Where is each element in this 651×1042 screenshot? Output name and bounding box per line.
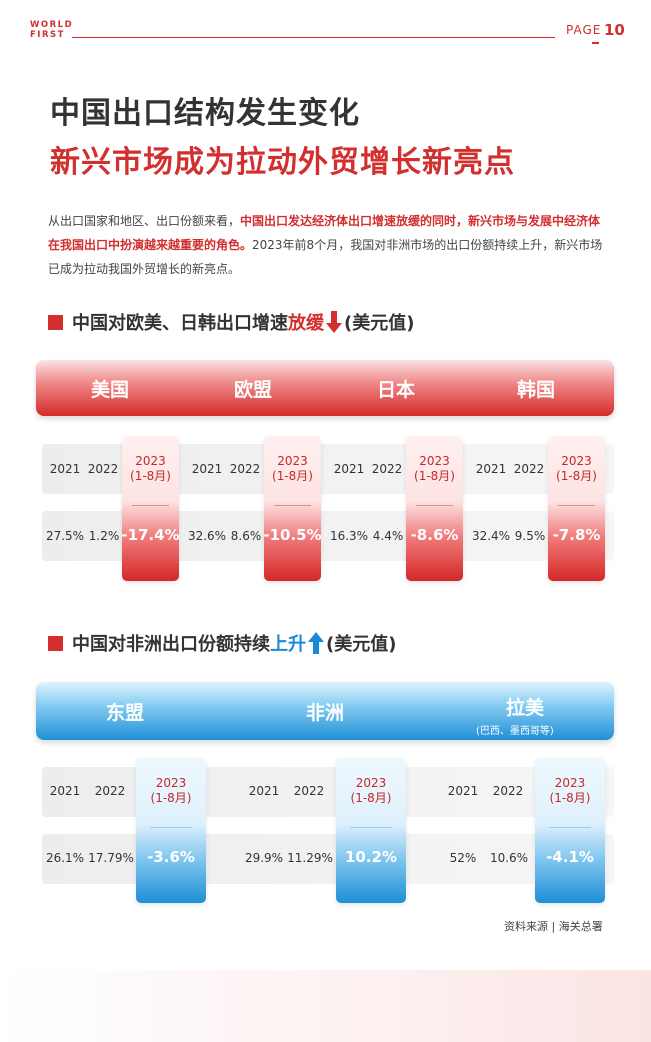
- square-bullet-icon: [48, 314, 63, 330]
- up-arrow-icon: [308, 632, 324, 654]
- year-label: 2022: [229, 462, 261, 476]
- value-cell: 29.9%: [244, 851, 284, 865]
- section-heading-text: 中国对欧美、日韩出口增速: [72, 313, 288, 334]
- region-label-usa: 美国: [91, 379, 130, 401]
- divider: [274, 505, 311, 506]
- region-sublabel-latam: (巴西、墨西哥等): [476, 726, 554, 737]
- section-heading-unit: (美元值): [326, 634, 397, 655]
- value-cell: 16.3%: [329, 529, 369, 543]
- header-divider: [72, 37, 555, 38]
- divider: [549, 827, 591, 828]
- section-heading-africa: 中国对非洲出口份额持续 上升 (美元值): [48, 630, 396, 656]
- value-cell: 10.6%: [489, 851, 529, 865]
- highlight-value: -4.1%: [546, 848, 594, 866]
- value-cell: 17.79%: [88, 851, 134, 865]
- value-cell: 8.6%: [230, 529, 262, 543]
- value-cell: 4.4%: [372, 529, 404, 543]
- section-heading-highlight: 放缓: [288, 313, 324, 334]
- footer-band: [0, 970, 651, 1042]
- value-cell: 32.6%: [187, 529, 227, 543]
- highlight-column: [406, 436, 463, 581]
- region-label-africa: 非洲: [306, 702, 345, 724]
- section-heading-text: 中国对非洲出口份额持续: [72, 634, 270, 655]
- intro-highlight: 中国出口发达经济体出口增速放缓的同时，新兴市场与发展中经济体在我国出口中扮演越来…: [48, 214, 601, 252]
- logo-line-2: FIRST: [30, 30, 65, 40]
- intro-paragraph: 从出口国家和地区、出口份额来看，中国出口发达经济体出口增速放缓的同时，新兴市场与…: [48, 209, 608, 281]
- highlight-value: -8.6%: [410, 526, 459, 544]
- intro-part-1: 从出口国家和地区、出口份额来看，: [48, 214, 241, 228]
- year-label: 2021: [333, 462, 365, 476]
- year-label: 2021: [447, 784, 479, 798]
- page-label: PAGE: [566, 23, 602, 37]
- year-label: 2021: [191, 462, 223, 476]
- highlight-year: 2023 (1-8月): [556, 454, 597, 483]
- year-label: 2022: [513, 462, 545, 476]
- year-label: 2021: [49, 462, 81, 476]
- highlight-year: 2023 (1-8月): [272, 454, 313, 483]
- year-label: 2022: [293, 784, 325, 798]
- highlight-year: 2023 (1-8月): [549, 776, 591, 805]
- page-title: 中国出口结构发生变化: [50, 96, 360, 131]
- year-label: 2022: [492, 784, 524, 798]
- region-banner-emerging: 东盟 非洲 拉美 (巴西、墨西哥等): [36, 682, 614, 740]
- highlight-column: [136, 758, 206, 903]
- divider: [132, 505, 169, 506]
- highlight-column: [122, 436, 179, 581]
- value-cell: 26.1%: [45, 851, 85, 865]
- highlight-value: -3.6%: [147, 848, 195, 866]
- square-bullet-icon: [48, 635, 63, 651]
- value-cell: 32.4%: [471, 529, 511, 543]
- year-label: 2022: [87, 462, 119, 476]
- highlight-column: [548, 436, 605, 581]
- divider: [150, 827, 192, 828]
- page-subtitle: 新兴市场成为拉动外贸增长新亮点: [50, 145, 515, 180]
- section-heading-unit: (美元值): [344, 313, 415, 334]
- highlight-column: [336, 758, 406, 903]
- value-cell: 1.2%: [88, 529, 120, 543]
- intro-part-2: 2023年前8个月，我国对非洲市场的出口份额持续上升，新兴市场已成为拉动我国外贸…: [48, 238, 603, 276]
- highlight-value: 10.2%: [344, 848, 398, 866]
- region-banner-west: 美国 欧盟 日本 韩国: [36, 360, 614, 416]
- value-cell: 9.5%: [514, 529, 546, 543]
- source-note: 资料来源 | 海关总署: [504, 920, 603, 933]
- section-heading-highlight: 上升: [270, 634, 306, 655]
- divider: [350, 827, 392, 828]
- value-cell: 27.5%: [45, 529, 85, 543]
- highlight-year: 2023 (1-8月): [150, 776, 192, 805]
- year-label: 2022: [371, 462, 403, 476]
- world-first-logo: WORLD FIRST: [30, 20, 74, 40]
- highlight-value: -17.4%: [121, 526, 180, 544]
- value-cell: 11.29%: [287, 851, 333, 865]
- page-number: 10: [604, 21, 625, 39]
- page-number-underline: [592, 42, 599, 44]
- region-label-japan: 日本: [377, 379, 416, 401]
- year-label: 2022: [94, 784, 126, 798]
- down-arrow-icon: [326, 311, 342, 333]
- highlight-column: [264, 436, 321, 581]
- year-label: 2021: [475, 462, 507, 476]
- year-label: 2021: [248, 784, 280, 798]
- highlight-year: 2023 (1-8月): [414, 454, 455, 483]
- highlight-year: 2023 (1-8月): [350, 776, 392, 805]
- value-cell: 52%: [449, 851, 477, 865]
- divider: [416, 505, 453, 506]
- logo-line-1: WORLD: [30, 20, 74, 30]
- highlight-column: [535, 758, 605, 903]
- highlight-value: -10.5%: [263, 526, 322, 544]
- region-label-eu: 欧盟: [234, 379, 273, 401]
- highlight-year: 2023 (1-8月): [130, 454, 171, 483]
- divider: [558, 505, 595, 506]
- region-label-korea: 韩国: [517, 379, 556, 401]
- year-label: 2021: [49, 784, 81, 798]
- region-label-latam: 拉美: [506, 697, 545, 719]
- section-heading-west: 中国对欧美、日韩出口增速 放缓 (美元值): [48, 309, 414, 335]
- highlight-value: -7.8%: [552, 526, 601, 544]
- region-label-asean: 东盟: [106, 702, 145, 724]
